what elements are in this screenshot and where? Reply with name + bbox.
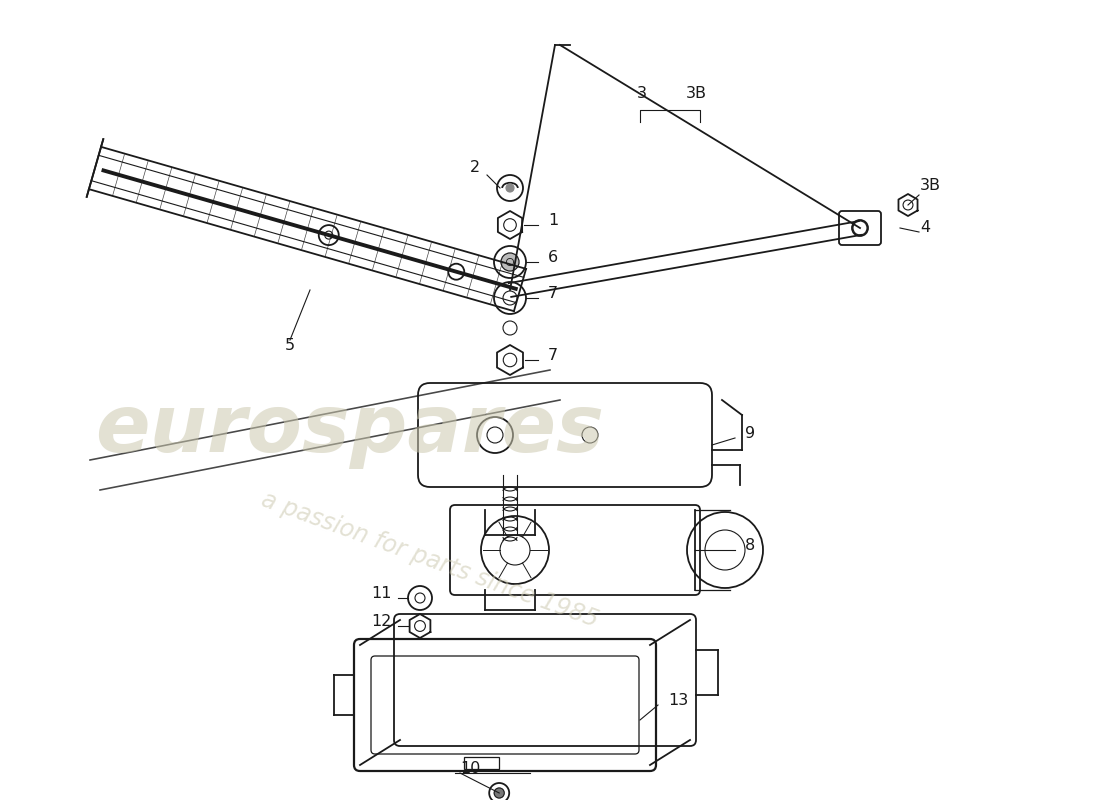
Circle shape bbox=[500, 253, 519, 271]
Text: 2: 2 bbox=[470, 160, 480, 175]
Bar bbox=[464, 757, 499, 769]
Text: eurospares: eurospares bbox=[96, 391, 605, 469]
Text: 13: 13 bbox=[668, 693, 689, 708]
Text: 3: 3 bbox=[637, 86, 647, 101]
Text: 3B: 3B bbox=[920, 178, 940, 193]
Text: 1: 1 bbox=[548, 213, 558, 228]
Text: 3B: 3B bbox=[685, 86, 706, 101]
Text: a passion for parts since 1985: a passion for parts since 1985 bbox=[258, 488, 602, 632]
Text: 10: 10 bbox=[460, 761, 481, 776]
Text: 6: 6 bbox=[548, 250, 558, 265]
Text: 7: 7 bbox=[548, 348, 558, 363]
Text: 5: 5 bbox=[285, 338, 295, 353]
Text: 12: 12 bbox=[372, 614, 392, 629]
Text: 9: 9 bbox=[745, 426, 755, 441]
Circle shape bbox=[494, 788, 504, 798]
Text: 11: 11 bbox=[372, 586, 392, 601]
Circle shape bbox=[506, 184, 514, 192]
Text: 7: 7 bbox=[548, 286, 558, 301]
Text: 8: 8 bbox=[745, 538, 756, 553]
Text: 4: 4 bbox=[920, 220, 931, 235]
